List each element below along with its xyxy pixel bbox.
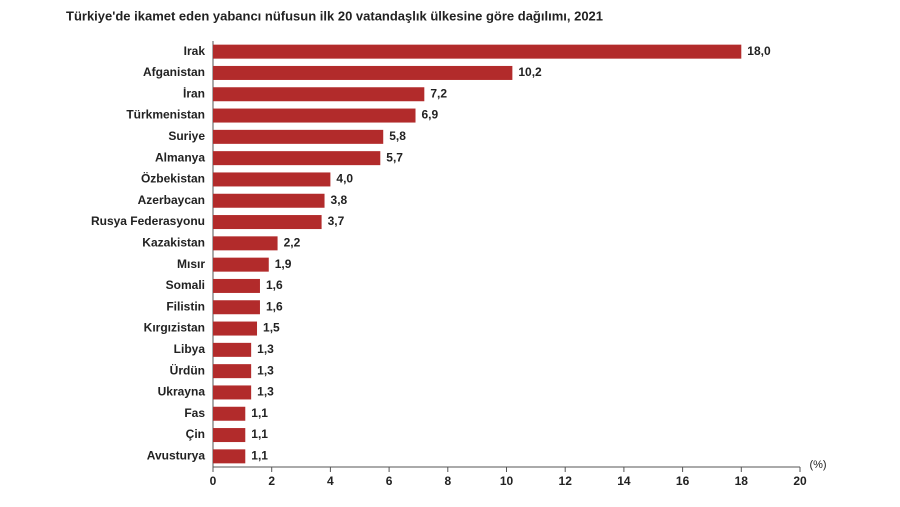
value-label: 1,9 bbox=[275, 257, 292, 271]
x-tick-label: 2 bbox=[268, 474, 275, 488]
bar bbox=[213, 108, 416, 123]
chart-title: Türkiye'de ikamet eden yabancı nüfusun i… bbox=[66, 8, 603, 23]
value-label: 1,6 bbox=[266, 299, 283, 313]
bar bbox=[213, 193, 325, 208]
x-tick-label: 14 bbox=[617, 474, 631, 488]
value-label: 1,3 bbox=[257, 385, 274, 399]
value-label: 1,5 bbox=[263, 321, 280, 335]
y-tick-label: Avusturya bbox=[147, 449, 206, 463]
y-tick-label: Somali bbox=[166, 278, 205, 292]
y-tick-label: Irak bbox=[184, 44, 206, 58]
x-tick-label: 6 bbox=[386, 474, 393, 488]
value-label: 7,2 bbox=[430, 86, 447, 100]
bar bbox=[213, 129, 384, 144]
x-tick-label: 8 bbox=[444, 474, 451, 488]
bar bbox=[213, 215, 322, 230]
x-tick-label: 16 bbox=[676, 474, 690, 488]
y-tick-label: Rusya Federasyonu bbox=[91, 214, 205, 228]
y-tick-label: Ürdün bbox=[170, 362, 205, 377]
x-tick-label: 4 bbox=[327, 474, 334, 488]
bar bbox=[213, 449, 246, 464]
value-label: 2,2 bbox=[284, 236, 301, 250]
y-tick-label: Ukrayna bbox=[158, 385, 206, 399]
value-label: 3,7 bbox=[328, 214, 345, 228]
x-tick-label: 12 bbox=[559, 474, 573, 488]
x-axis-label: (%) bbox=[809, 459, 826, 471]
y-tick-label: Türkmenistan bbox=[126, 108, 205, 122]
value-label: 5,8 bbox=[389, 129, 406, 143]
value-label: 1,3 bbox=[257, 342, 274, 356]
y-tick-label: Fas bbox=[184, 406, 205, 420]
y-tick-label: Almanya bbox=[155, 150, 205, 164]
y-tick-label: Azerbaycan bbox=[138, 193, 205, 207]
x-tick-label: 0 bbox=[210, 474, 217, 488]
y-tick-label: İran bbox=[183, 85, 205, 100]
value-label: 1,1 bbox=[251, 427, 268, 441]
x-tick-label: 18 bbox=[735, 474, 749, 488]
bar bbox=[213, 278, 260, 293]
x-tick-label: 20 bbox=[793, 474, 807, 488]
y-tick-label: Suriye bbox=[168, 129, 205, 143]
bar bbox=[213, 300, 260, 315]
bar bbox=[213, 172, 331, 187]
value-label: 3,8 bbox=[331, 193, 348, 207]
bar bbox=[213, 385, 252, 400]
bar bbox=[213, 65, 513, 80]
y-tick-label: Kazakistan bbox=[142, 236, 205, 250]
bar bbox=[213, 342, 252, 357]
y-tick-label: Libya bbox=[174, 342, 206, 356]
y-tick-label: Kırgızistan bbox=[144, 321, 205, 335]
y-tick-label: Filistin bbox=[166, 299, 205, 313]
bar bbox=[213, 151, 381, 166]
bar bbox=[213, 364, 252, 379]
value-label: 6,9 bbox=[422, 108, 439, 122]
value-label: 18,0 bbox=[747, 44, 771, 58]
bar bbox=[213, 321, 258, 336]
x-tick-label: 10 bbox=[500, 474, 514, 488]
y-tick-label: Özbekistan bbox=[141, 171, 205, 186]
value-label: 1,1 bbox=[251, 406, 268, 420]
bar bbox=[213, 44, 742, 59]
value-label: 5,7 bbox=[386, 150, 403, 164]
y-tick-label: Afganistan bbox=[143, 65, 205, 79]
value-label: 1,1 bbox=[251, 449, 268, 463]
bar bbox=[213, 428, 246, 443]
y-tick-label: Mısır bbox=[177, 257, 205, 271]
value-label: 4,0 bbox=[336, 172, 353, 186]
y-tick-label: Çin bbox=[186, 427, 205, 441]
bar bbox=[213, 236, 278, 251]
bar bbox=[213, 257, 269, 272]
value-label: 1,6 bbox=[266, 278, 283, 292]
value-label: 10,2 bbox=[518, 65, 542, 79]
bar bbox=[213, 87, 425, 102]
value-label: 1,3 bbox=[257, 363, 274, 377]
bar bbox=[213, 406, 246, 421]
